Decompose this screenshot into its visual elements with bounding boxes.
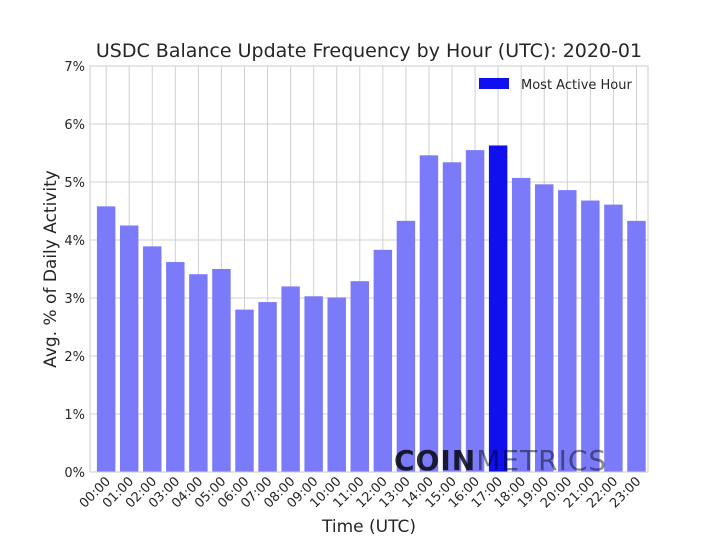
plot-frame	[89, 65, 649, 473]
svg-text:COINMETRICS: COINMETRICS	[394, 444, 607, 477]
bars	[96, 145, 646, 473]
bar	[212, 269, 231, 472]
bar	[511, 177, 531, 472]
bar	[235, 309, 254, 472]
y-tick-label: 6%	[64, 118, 85, 133]
chart-title: USDC Balance Update Frequency by Hour (U…	[96, 40, 642, 62]
bar	[419, 155, 439, 472]
bar	[327, 297, 346, 472]
y-tick-label: 7%	[64, 60, 85, 75]
watermark-coin: COIN	[394, 444, 476, 477]
bar	[258, 302, 277, 472]
x-axis-label: Time (UTC)	[321, 517, 416, 537]
bar	[535, 184, 554, 472]
legend: Most Active Hour	[479, 78, 632, 93]
bar	[604, 204, 623, 472]
bar	[627, 220, 646, 472]
watermark-metrics: METRICS	[476, 444, 607, 477]
y-tick-label: 3%	[64, 292, 85, 307]
bar-most-active-hour	[488, 145, 508, 472]
bar	[96, 206, 116, 473]
bar	[281, 286, 300, 472]
bar	[396, 220, 416, 472]
watermark: COINMETRICS	[394, 444, 607, 477]
bar	[166, 262, 185, 472]
bar	[119, 225, 139, 472]
y-tick-label: 0%	[64, 466, 85, 481]
bar	[465, 150, 485, 472]
y-tick-labels: 0% 1% 2% 3% 4% 5% 6% 7%	[64, 60, 85, 481]
bar	[189, 274, 208, 472]
bar	[442, 162, 462, 472]
bar	[373, 249, 393, 472]
y-tick-label: 1%	[64, 408, 85, 423]
legend-swatch	[479, 78, 509, 89]
x-tick-labels: 00:0001:0002:0003:0004:0005:0006:0007:00…	[77, 474, 644, 511]
y-axis-label: Avg. % of Daily Activity	[41, 170, 61, 368]
bar	[558, 190, 577, 472]
legend-label: Most Active Hour	[521, 78, 632, 93]
y-tick-label: 5%	[64, 176, 85, 191]
bar	[304, 296, 323, 472]
y-tick-label: 4%	[64, 234, 85, 249]
bar	[581, 200, 600, 472]
bar	[350, 281, 369, 472]
y-tick-label: 2%	[64, 350, 85, 365]
bar	[143, 246, 162, 472]
